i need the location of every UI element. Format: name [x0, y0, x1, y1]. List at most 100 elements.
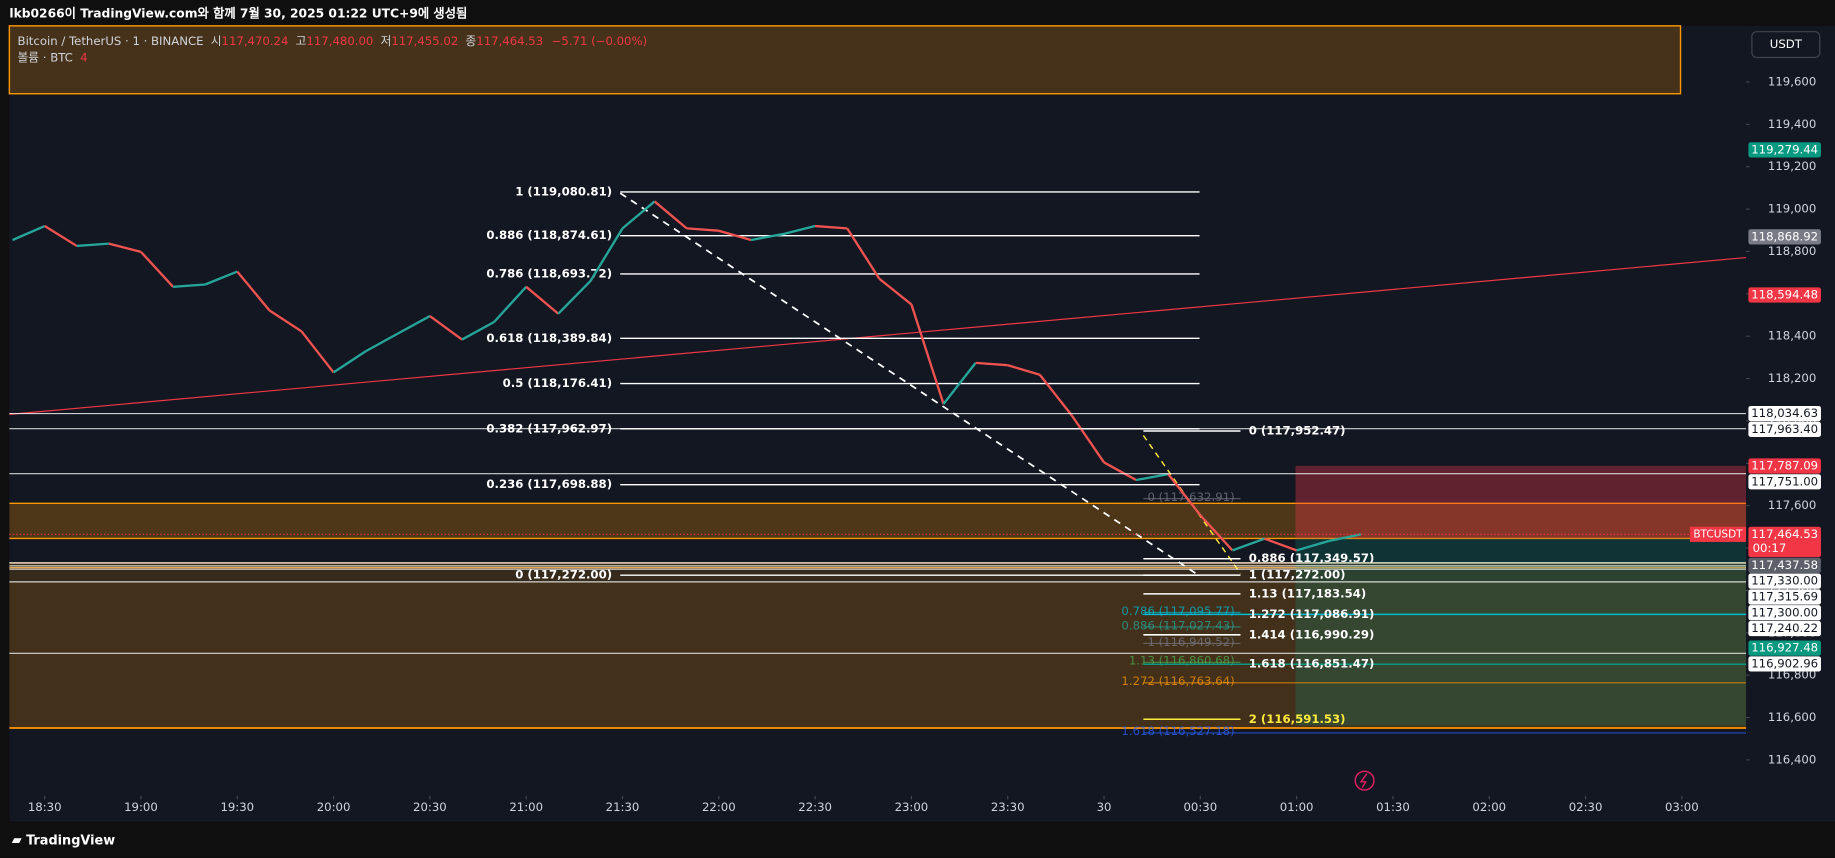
price-segment — [621, 200, 656, 230]
legend-value: 117,464.53 — [476, 34, 543, 48]
price-tag-label: 117,963.40 — [1751, 422, 1818, 436]
zone-band — [9, 503, 1747, 539]
volume-legend: 볼륨 · BTC 4 — [18, 50, 88, 64]
currency-button-label[interactable]: USDT — [1770, 37, 1803, 51]
x-tick-label: 20:30 — [413, 800, 447, 814]
chart-layer: 18:30 19:00 19:30 20:00 20:30 21:00 21:30 22:00… — [9, 74, 1821, 814]
price-segment — [172, 283, 206, 288]
x-tick-label: 01:30 — [1376, 800, 1410, 814]
fib-label: 1.272 (116,763.64) — [1121, 674, 1234, 688]
price-tag — [1748, 640, 1821, 656]
price-tag-label: 117,315.69 — [1751, 589, 1818, 603]
price-segment — [12, 224, 46, 242]
price-tag — [1748, 474, 1821, 490]
legend-label: 저 — [381, 34, 392, 48]
countdown: 00:17 — [1753, 541, 1787, 555]
price-segment — [557, 280, 592, 315]
legend-value: 117,480.00 — [306, 34, 373, 48]
symbol-tag-label: BTCUSDT — [1693, 528, 1743, 540]
fib-label: 0.786 (117,095.77) — [1121, 604, 1234, 618]
x-tick-label: 18:30 — [28, 800, 62, 814]
legend-symbol: Bitcoin / TetherUS · 1 · BINANCE — [18, 34, 204, 48]
price-tag-label: 117,330.00 — [1751, 574, 1818, 588]
price-segment — [268, 309, 303, 333]
legend-value: 117,470.24 — [222, 34, 289, 48]
legend-label: 고 — [296, 34, 307, 48]
fib-label: 1 (116,949.52) — [1147, 635, 1234, 649]
fib-label: 1.13 (117,183.54) — [1249, 586, 1367, 600]
fib-label: 0.618 (118,389.84) — [486, 331, 612, 345]
y-tick-label: 118,800 — [1768, 244, 1816, 258]
price-segment — [718, 229, 752, 242]
legend: Bitcoin / TetherUS · 1 · BINANCE 시117,47… — [18, 34, 648, 48]
y-tick-label: 119,000 — [1768, 202, 1816, 216]
price-segment — [750, 232, 784, 242]
price-segment — [942, 362, 977, 405]
x-tick-label: 01:00 — [1280, 800, 1314, 814]
y-tick-label: 116,400 — [1768, 752, 1816, 766]
price-segment — [108, 242, 142, 254]
footer-bar — [0, 822, 1835, 858]
legend-label: 시 — [211, 34, 222, 48]
price-tag-label: 117,437.58 — [1751, 558, 1818, 572]
price-tag-label: 119,279.44 — [1751, 142, 1818, 156]
fib-label: 1 (119,080.81) — [515, 184, 612, 198]
y-tick-label: 119,200 — [1768, 159, 1816, 173]
price-segment — [1038, 374, 1073, 417]
chart-pane — [9, 25, 1747, 796]
price-segment — [1199, 514, 1234, 552]
volume-label: 볼륨 · BTC — [18, 50, 73, 64]
y-tick-label: 118,200 — [1768, 371, 1816, 385]
trend-line — [9, 256, 1747, 415]
x-tick-label: 20:00 — [317, 800, 351, 814]
currency-button[interactable] — [1751, 31, 1821, 59]
price-segment — [76, 242, 109, 248]
fib-label: 0 (117,952.47) — [1249, 423, 1346, 437]
price-segment — [1135, 472, 1169, 482]
price-tag — [1748, 405, 1821, 422]
x-tick-label: 21:00 — [509, 800, 543, 814]
price-segment — [846, 227, 881, 280]
y-tick-label: 117,600 — [1768, 498, 1816, 512]
price-tag — [1748, 287, 1821, 303]
price-segment — [1167, 473, 1202, 516]
price-tag — [1748, 589, 1821, 605]
fib-label: 1.618 (116,851.47) — [1249, 657, 1375, 671]
y-tick-label: 116,600 — [1768, 710, 1816, 724]
price-tag-label: 117,300.00 — [1751, 605, 1818, 619]
alert-icon-bolt — [1359, 773, 1368, 789]
price-tag — [1748, 656, 1821, 672]
alert-icon[interactable] — [1354, 770, 1375, 791]
x-tick-label: 22:30 — [798, 800, 832, 814]
price-segment — [300, 330, 335, 374]
price-segment — [140, 251, 174, 288]
price-segment — [686, 227, 719, 232]
price-segment — [815, 224, 848, 230]
price-tag-label: 118,034.63 — [1751, 406, 1818, 420]
footer-text: TradingView — [26, 833, 115, 848]
legend-label: 종 — [466, 34, 477, 48]
price-tag — [1748, 573, 1821, 589]
price-segment — [1007, 364, 1041, 376]
x-tick-label: 30 — [1097, 800, 1112, 814]
fib-label: 1.272 (117,086.91) — [1249, 607, 1375, 621]
price-tag — [1748, 620, 1821, 637]
risk-box — [1295, 465, 1747, 539]
price-tag-label: 117,751.00 — [1751, 474, 1818, 488]
x-tick-label: 19:30 — [220, 800, 254, 814]
fib-label: 0.236 (117,698.88) — [486, 477, 612, 491]
fib-label: 1.618 (116,527.18) — [1121, 724, 1234, 738]
price-segment — [1264, 537, 1298, 552]
fib-label: 1 (117,272.00) — [1249, 568, 1346, 582]
price-segment — [204, 270, 238, 286]
price-segment — [332, 350, 367, 374]
fib-label: 0 (117,272.00) — [515, 568, 612, 582]
price-tag — [1748, 421, 1821, 437]
price-tag-label: 117,464.53 — [1751, 527, 1818, 541]
price-segment — [525, 285, 560, 315]
price-segment — [589, 227, 624, 282]
symbol-tag — [1689, 526, 1747, 542]
header-text: lkb0266이 TradingView.com와 함께 7월 30, 2025… — [9, 6, 467, 21]
